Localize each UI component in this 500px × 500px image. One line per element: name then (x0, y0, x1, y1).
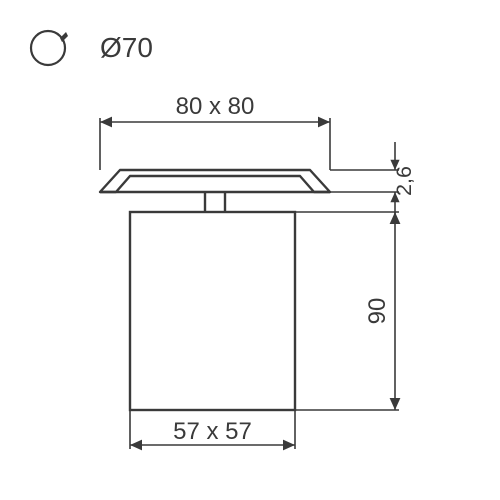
cutout-diameter: Ø70 (100, 32, 153, 63)
dim-body-width: 57 x 57 (130, 410, 295, 450)
product-outline (100, 170, 330, 410)
dim-body-height: 90 (295, 212, 400, 410)
dim-plate-thickness: 2,6 (330, 142, 416, 214)
svg-text:57 x 57: 57 x 57 (173, 418, 252, 445)
svg-text:80 x 80: 80 x 80 (176, 93, 255, 120)
svg-text:90: 90 (364, 298, 391, 325)
svg-text:2,6: 2,6 (391, 166, 416, 196)
dim-top-plate: 80 x 80 (100, 93, 330, 170)
cutout-spec: Ø70 (31, 31, 153, 65)
